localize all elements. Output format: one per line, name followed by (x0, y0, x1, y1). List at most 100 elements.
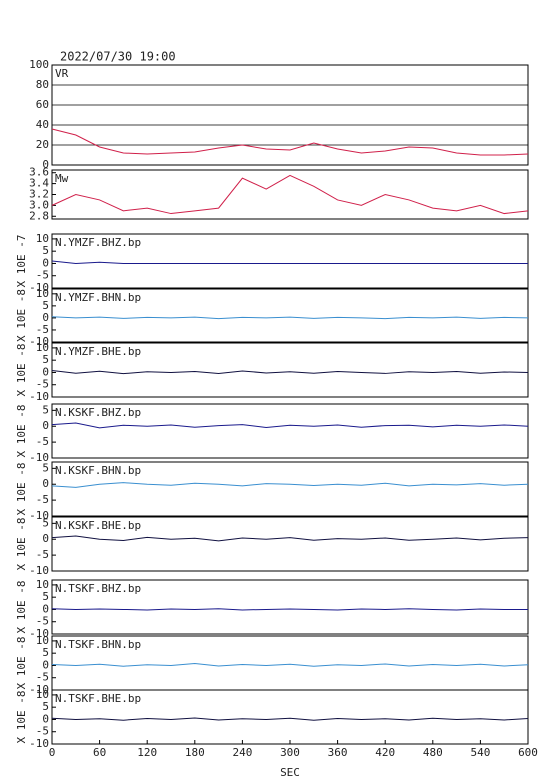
y-tick-label: -5 (36, 269, 49, 282)
y-tick-label: 5 (42, 461, 49, 474)
x-tick-label: 420 (375, 746, 395, 759)
y-tick-label: 10 (36, 634, 49, 647)
y-tick-label: 5 (42, 590, 49, 603)
y-tick-label: -10 (29, 451, 49, 464)
panel-label: N.TSKF.BHN.bp (55, 638, 141, 651)
panel-label: VR (55, 67, 69, 80)
y-axis-label: X 10E -8 (15, 691, 28, 744)
data-line (51, 174, 529, 215)
y-tick-label: 100 (29, 58, 49, 71)
y-axis-label: X 10E -8 (15, 463, 28, 516)
y-tick-label: -5 (36, 493, 49, 506)
panel-label: N.KSKF.BHN.bp (55, 464, 141, 477)
y-tick-label: 5 (42, 516, 49, 529)
data-line (51, 260, 528, 264)
panel-frame (51, 169, 529, 220)
y-axis-label: X 10E -8 (15, 637, 28, 690)
panel-label: N.KSKF.BHZ.bp (55, 406, 141, 419)
y-tick-label: 3.0 (29, 198, 49, 211)
y-tick-label: -10 (29, 683, 49, 696)
x-axis-label: SEC (280, 766, 300, 779)
y-tick-label: 5 (42, 403, 49, 416)
data-line (51, 369, 529, 375)
y-tick-label: 40 (36, 118, 49, 131)
y-tick-label: 3.4 (29, 177, 49, 190)
y-tick-label: -10 (29, 335, 49, 348)
panel-label: N.YMZF.BHZ.bp (55, 236, 141, 249)
data-line (51, 608, 528, 611)
y-tick-label: -10 (29, 564, 49, 577)
y-axis-label: X 10E -7 (15, 235, 28, 288)
y-tick-label: 0 (42, 311, 49, 324)
y-tick-label: -5 (36, 725, 49, 738)
y-tick-label: -5 (36, 378, 49, 391)
y-tick-label: 0 (42, 602, 49, 615)
y-tick-label: -5 (36, 435, 49, 448)
data-line (51, 662, 529, 667)
panel-label: N.YMZF.BHE.bp (55, 345, 141, 358)
y-tick-label: 10 (36, 287, 49, 300)
y-tick-label: -5 (36, 323, 49, 336)
y-tick-label: 10 (36, 341, 49, 354)
y-tick-label: 5 (42, 646, 49, 659)
y-tick-label: 0 (42, 712, 49, 725)
y-tick-label: 3.6 (29, 166, 49, 179)
y-tick-label: 2.8 (29, 209, 49, 222)
y-tick-label: 0 (42, 477, 49, 490)
x-tick-label: 480 (423, 746, 443, 759)
y-tick-label: 5 (42, 244, 49, 257)
y-tick-label: 10 (36, 578, 49, 591)
y-axis-label: X 10E -8 (15, 581, 28, 634)
x-tick-label: 300 (280, 746, 300, 759)
panel-frame (51, 516, 529, 572)
y-tick-label: 20 (36, 138, 49, 151)
x-tick-label: 120 (137, 746, 157, 759)
x-tick-label: 0 (49, 746, 56, 759)
y-tick-label: 0 (42, 658, 49, 671)
y-tick-label: -10 (29, 737, 49, 750)
x-tick-label: 360 (328, 746, 348, 759)
y-tick-label: -10 (29, 390, 49, 403)
y-axis-label: X 10E -8 (15, 405, 28, 458)
y-axis-label: X 10E -8 (15, 289, 28, 342)
data-line (51, 128, 529, 156)
panel-label: Mw (55, 172, 69, 185)
y-tick-label: 0 (42, 158, 49, 171)
panel-frame (51, 579, 529, 635)
panel-label: N.KSKF.BHE.bp (55, 519, 141, 532)
y-tick-label: -5 (36, 671, 49, 684)
y-tick-label: -10 (29, 509, 49, 522)
data-line (51, 482, 529, 488)
y-tick-label: 5 (42, 353, 49, 366)
chart-title: 2022/07/30 19:00 (60, 50, 176, 64)
data-line (51, 535, 529, 542)
x-tick-label: 600 (518, 746, 538, 759)
y-tick-label: -5 (36, 548, 49, 561)
y-tick-label: 10 (36, 688, 49, 701)
x-tick-label: 180 (185, 746, 205, 759)
panel-frame (51, 288, 529, 343)
y-tick-label: 80 (36, 78, 49, 91)
y-axis-label: X 10E -8 (15, 344, 28, 397)
y-axis-label: X 10E -8 (15, 518, 28, 571)
y-tick-label: 10 (36, 232, 49, 245)
y-tick-label: 0 (42, 365, 49, 378)
panel-label: N.YMZF.BHN.bp (55, 291, 141, 304)
y-tick-label: 60 (36, 98, 49, 111)
data-line (51, 316, 529, 320)
y-tick-label: -10 (29, 281, 49, 294)
y-tick-label: 3.2 (29, 188, 49, 201)
y-tick-label: 0 (42, 256, 49, 269)
y-tick-label: 5 (42, 700, 49, 713)
y-tick-label: 0 (42, 532, 49, 545)
y-tick-label: 0 (42, 419, 49, 432)
panel-frame (51, 342, 529, 398)
panel-label: N.TSKF.BHE.bp (55, 692, 141, 705)
panel-label: N.TSKF.BHZ.bp (55, 582, 141, 595)
y-tick-label: 5 (42, 299, 49, 312)
x-tick-label: 540 (470, 746, 490, 759)
data-line (51, 422, 529, 429)
y-tick-label: -5 (36, 615, 49, 628)
